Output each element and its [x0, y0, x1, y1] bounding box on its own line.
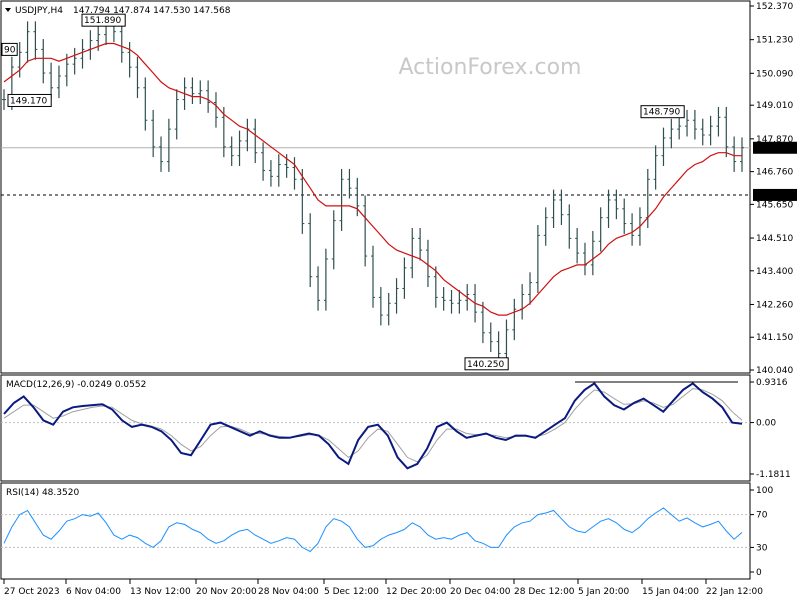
- price-y-tick-label: 142.260: [756, 300, 793, 310]
- annotation-box: [640, 105, 685, 119]
- moving-average-line: [3, 42, 742, 316]
- symbol-label: USDJPY,H4: [15, 6, 63, 16]
- rsi-layer: [1, 507, 750, 553]
- price-y-tick-label: 145.650: [756, 200, 793, 210]
- annotation-box: [1, 42, 18, 56]
- x-tick-label: 5 Dec 12:00: [324, 587, 379, 597]
- price-panel: [0, 0, 751, 374]
- price-y-tick-label: 141.150: [756, 333, 793, 343]
- annotation-label: 148.790: [643, 108, 680, 118]
- price-y-tick-label: 149.010: [756, 101, 793, 111]
- rsi-y-tick-label: 30: [756, 543, 768, 553]
- annotation-label: 140.250: [467, 360, 504, 370]
- macd-y-tick-label: 0.9316: [756, 378, 788, 388]
- current-price-tag: [753, 141, 797, 154]
- macd-line: [3, 382, 743, 470]
- annotation-box: [7, 93, 52, 107]
- rsi-y-tick-label: 0: [756, 568, 762, 578]
- rsi-label: RSI(14) 48.3520: [6, 488, 79, 498]
- macd-signal-line: [3, 388, 743, 463]
- price-y-tick-label: 143.400: [756, 267, 793, 277]
- x-tick-label: 20 Nov 20:00: [196, 587, 257, 597]
- price-y-tick-label: 152.370: [756, 2, 793, 12]
- annotation-box: [464, 357, 509, 371]
- price-y-tick-label: 147.870: [756, 135, 793, 145]
- watermark: ActionForex.com: [399, 55, 582, 80]
- price-y-tick-label: 146.760: [756, 168, 793, 178]
- current-price-label: 147.568: [756, 144, 793, 154]
- price-layer: 151.890 149.170 148.790 140.250 90: [1, 13, 750, 371]
- x-tick-label: 12 Dec 20:00: [386, 587, 447, 597]
- price-y-tick-label: 150.090: [756, 69, 793, 79]
- macd-panel: [0, 374, 751, 482]
- x-tick-label: 20 Dec 04:00: [450, 587, 511, 597]
- price-y-tick-label: 151.230: [756, 36, 793, 46]
- x-tick-label: 5 Jan 20:00: [578, 587, 630, 597]
- annotation-label: 149.170: [10, 96, 47, 106]
- support-price-tag: [753, 188, 797, 201]
- ohlc-label: 147.794 147.874 147.530 147.568: [73, 6, 231, 16]
- x-tick-label: 22 Jan 12:00: [706, 587, 763, 597]
- macd-label: MACD(12,26,9) -0.0249 0.0552: [6, 380, 146, 390]
- price-y-tick-label: 140.040: [756, 366, 793, 376]
- x-tick-label: 27 Oct 2023: [4, 587, 60, 597]
- x-tick-label: 6 Nov 04:00: [66, 587, 121, 597]
- x-tick-label: 28 Dec 12:00: [514, 587, 575, 597]
- rsi-panel: [0, 482, 751, 580]
- macd-layer: [1, 381, 750, 470]
- annotation-label: 151.890: [84, 16, 121, 26]
- support-price-label: 145.970: [756, 191, 793, 201]
- x-tick-label: 28 Nov 04:00: [258, 587, 319, 597]
- annotation-box: [81, 13, 126, 27]
- dropdown-icon[interactable]: [5, 8, 11, 12]
- price-y-tick-label: 144.510: [756, 234, 793, 244]
- annotation-label: 90: [4, 45, 16, 55]
- macd-y-tick-label: -1.1811: [756, 470, 791, 480]
- header: USDJPY,H4 147.794 147.874 147.530 147.56…: [5, 6, 231, 16]
- rsi-y-tick-label: 100: [756, 486, 773, 496]
- x-tick-label: 13 Nov 12:00: [130, 587, 191, 597]
- x-tick-label: 15 Jan 04:00: [642, 587, 699, 597]
- axis-layer: 152.370 151.230 150.090 149.010 147.870 146.7…: [3, 2, 797, 597]
- macd-y-tick-label: 0.00: [756, 419, 776, 429]
- rsi-line: [3, 507, 743, 553]
- rsi-y-tick-label: 70: [756, 511, 768, 521]
